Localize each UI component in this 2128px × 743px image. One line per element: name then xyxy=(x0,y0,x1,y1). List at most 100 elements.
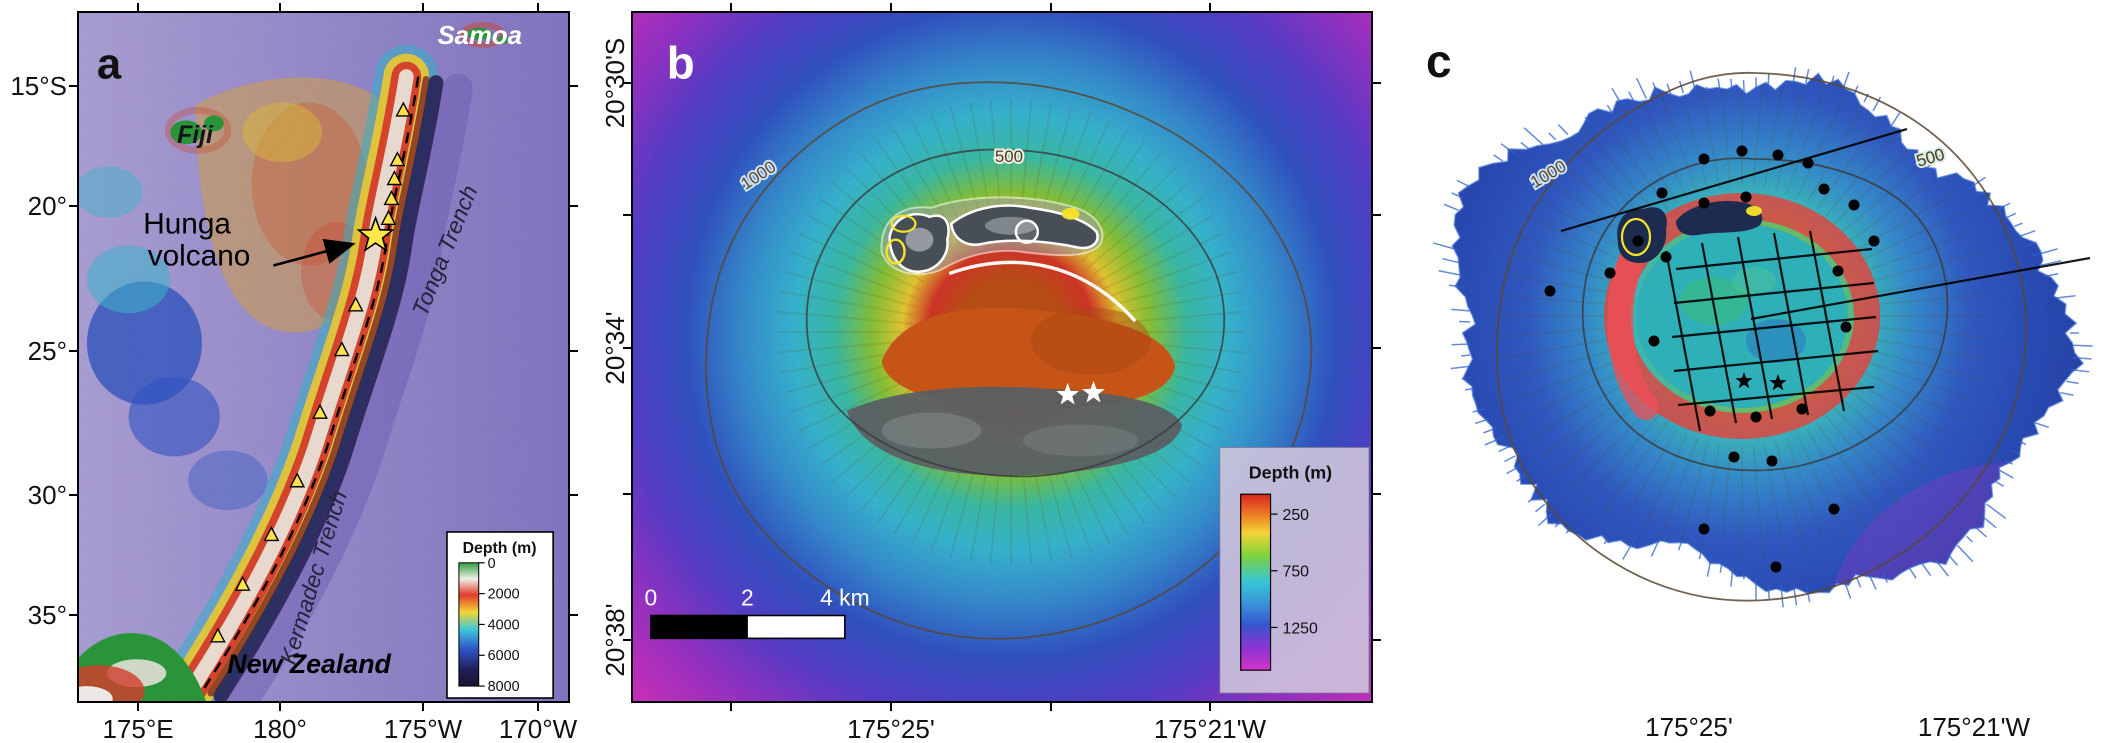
lat-tick-label: 15°S xyxy=(10,71,67,101)
lat-tick-label: 30° xyxy=(27,480,67,510)
lon-tick-label: 175°25' xyxy=(847,714,935,743)
caldera-floor xyxy=(881,307,1176,409)
survey-track-lines xyxy=(1560,127,2091,432)
axis-tick xyxy=(1208,701,1212,711)
island-remnants xyxy=(1617,201,1763,263)
axis-tick xyxy=(568,204,578,208)
axis-tick xyxy=(69,349,79,353)
axis-tick xyxy=(278,701,282,711)
yellow-patch-east xyxy=(1061,207,1080,220)
panel-a-regional-map: Hunga volcano Samoa Fiji Tonga Trench Ke… xyxy=(10,3,578,743)
hunga-bathymetry-map-pre: 500 1000 0 2 4 km Depth (m) 250 750 1 xyxy=(633,13,1371,701)
axis-tick xyxy=(421,701,425,711)
legend-b-tick: 1250 xyxy=(1282,620,1318,637)
hunga-annotation-arrow xyxy=(273,238,356,267)
panel-letter-a: a xyxy=(97,40,122,89)
axis-tick xyxy=(889,701,893,711)
lon-tick-label: 175°E xyxy=(102,714,174,743)
legend-b-tick: 250 xyxy=(1282,507,1309,524)
axis-tick xyxy=(568,493,578,497)
fiji-label: Fiji xyxy=(177,122,214,149)
axis-tick xyxy=(1371,346,1381,350)
axis-tick xyxy=(729,701,733,711)
regional-bathymetry-map: Hunga volcano Samoa Fiji Tonga Trench Ke… xyxy=(79,13,568,701)
axis-tick xyxy=(69,613,79,617)
axis-tick xyxy=(1371,81,1381,85)
legend-a-title: Depth (m) xyxy=(463,540,537,557)
scalebar-4km: 4 km xyxy=(820,585,870,611)
legend-a-tick: 8000 xyxy=(488,679,520,695)
samoa-label: Samoa xyxy=(437,22,522,50)
yellow-patch-east xyxy=(1746,206,1762,216)
axis-tick xyxy=(729,3,733,13)
yellow-outline-west-2 xyxy=(890,214,917,233)
yellow-outline-west xyxy=(1620,217,1652,257)
axis-tick xyxy=(623,638,633,642)
panel-b-preeruption-map: 500 1000 0 2 4 km Depth (m) 250 750 1 xyxy=(600,3,1381,743)
axis-tick xyxy=(1049,3,1053,13)
scalebar-2: 2 xyxy=(741,585,754,611)
axis-tick xyxy=(623,213,633,217)
axis-tick xyxy=(421,3,425,13)
sample-station-dots xyxy=(1544,145,1880,573)
scalebar-0: 0 xyxy=(645,585,658,611)
axis-tick xyxy=(568,84,578,88)
lat-tick-label: 20° xyxy=(27,191,67,221)
crater-circle-marker xyxy=(1014,219,1040,244)
legend-b-tick: 750 xyxy=(1282,564,1309,581)
panel-letter-b: b xyxy=(667,38,695,89)
hunga-bathymetry-map-post: 500 1000 xyxy=(1426,35,2093,608)
contour-label-500: 500 xyxy=(995,147,1023,166)
lon-tick-label: 170°W xyxy=(498,714,578,743)
axis-tick xyxy=(1371,492,1381,496)
axis-tick xyxy=(1208,3,1212,13)
axis-tick xyxy=(1049,701,1053,711)
axis-tick xyxy=(568,613,578,617)
lon-tick-label: 175°21'W xyxy=(1153,714,1267,743)
axis-tick xyxy=(623,492,633,496)
axis-tick xyxy=(136,3,140,13)
legend-a-tick: 2000 xyxy=(488,587,520,603)
axis-tick xyxy=(69,493,79,497)
scale-bar: 0 2 4 km xyxy=(645,585,870,640)
panel-c-posteruption-map: 500 1000 xyxy=(1404,11,2120,742)
legend-b-title: Depth (m) xyxy=(1249,462,1332,482)
legend-a-tick: 6000 xyxy=(488,648,520,664)
axis-tick xyxy=(136,701,140,711)
new-zealand-label: New Zealand xyxy=(227,649,391,679)
panel-letter-c: c xyxy=(1426,35,1452,87)
lon-tick-label: 175°25' xyxy=(1645,712,1733,742)
trench-dashed-line xyxy=(201,76,420,691)
lat-tick-label: 35° xyxy=(27,600,67,630)
depth-legend-b: Depth (m) 250 750 1250 xyxy=(1219,447,1370,694)
contour-1000 xyxy=(705,81,1313,640)
axis-tick xyxy=(69,204,79,208)
axis-tick xyxy=(623,81,633,85)
lon-tick-label: 175°W xyxy=(383,714,463,743)
contour-500 xyxy=(1581,157,1949,472)
axis-tick xyxy=(536,701,540,711)
axis-tick xyxy=(278,3,282,13)
axis-tick xyxy=(1371,213,1381,217)
contour-500 xyxy=(805,148,1226,478)
legend-b-colorbar xyxy=(1240,493,1272,671)
contour-label-500: 500 xyxy=(1914,145,1947,171)
axis-tick xyxy=(536,3,540,13)
hunga-label-line1: Hunga xyxy=(143,208,231,241)
legend-a-colorbar xyxy=(458,562,480,687)
islands-group xyxy=(880,196,1137,323)
yellow-outline-west xyxy=(885,238,906,265)
lon-tick-label: 180° xyxy=(253,714,307,743)
caldera-rim-white-arc xyxy=(948,260,1137,323)
depth-legend-a: Depth (m) 0 2000 4000 6000 8000 xyxy=(446,531,554,699)
legend-a-tick: 0 xyxy=(488,556,496,572)
caldera-floor-shade xyxy=(1030,307,1151,375)
axis-tick xyxy=(623,346,633,350)
axis-tick xyxy=(69,84,79,88)
lon-tick-label: 175°21'W xyxy=(1917,712,2031,742)
hunga-label-line2: volcano xyxy=(148,240,251,273)
contour-1000 xyxy=(1495,71,2027,602)
legend-a-tick: 4000 xyxy=(488,617,520,633)
south-rim-gray-deposit xyxy=(846,386,1183,476)
